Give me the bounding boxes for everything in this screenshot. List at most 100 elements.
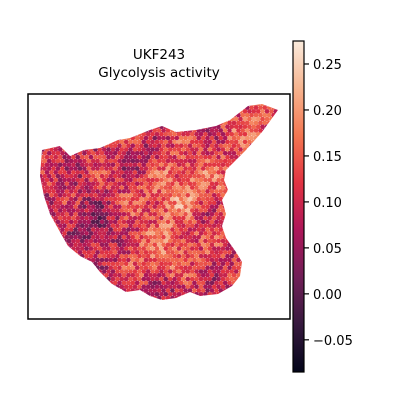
spot (40, 120, 43, 126)
spot (273, 200, 278, 206)
spot (154, 246, 160, 251)
spot (156, 288, 162, 293)
spot (236, 135, 241, 141)
spot (262, 166, 268, 171)
spot (194, 109, 199, 114)
spot (137, 208, 142, 213)
spot (165, 227, 171, 232)
spot (40, 162, 41, 168)
spot (205, 135, 210, 141)
spot (53, 193, 59, 198)
spot (227, 250, 232, 255)
spot (200, 143, 206, 148)
spot (101, 185, 107, 190)
spot (209, 288, 215, 293)
spot (183, 105, 188, 110)
spot (73, 212, 78, 217)
spot (277, 193, 278, 198)
spot (176, 208, 182, 213)
spot (211, 116, 217, 122)
spot (185, 139, 191, 145)
spot (211, 284, 217, 290)
spot (229, 215, 235, 221)
spot (223, 98, 228, 103)
spot (137, 109, 142, 114)
spot (119, 185, 125, 190)
spot (121, 234, 127, 240)
spot (126, 204, 131, 209)
spot (271, 219, 276, 225)
spot (77, 166, 83, 171)
spot (159, 276, 164, 282)
spot (264, 139, 270, 145)
spot (161, 98, 166, 103)
spot (106, 177, 111, 183)
spot (198, 292, 204, 297)
spot (128, 116, 133, 122)
spot (106, 299, 111, 300)
spot (86, 173, 92, 179)
spot (139, 204, 144, 209)
spot (170, 250, 175, 255)
spot (170, 151, 175, 156)
spot (264, 200, 270, 206)
spot (82, 151, 87, 156)
spot (260, 246, 265, 251)
spot (84, 299, 89, 300)
spot (185, 238, 191, 244)
spot (53, 292, 59, 297)
spot (40, 261, 45, 267)
spot (236, 242, 241, 248)
spot (134, 128, 140, 133)
spot (55, 128, 61, 133)
spot (46, 135, 52, 141)
spot (232, 98, 237, 103)
spot (145, 109, 151, 114)
spot (227, 158, 232, 164)
colorbar-tick-label: 0.10 (313, 196, 342, 211)
spot (110, 299, 116, 300)
spot (167, 269, 173, 274)
spot (84, 124, 89, 129)
spot (34, 174, 39, 179)
spot (101, 231, 107, 236)
spot (117, 242, 122, 248)
spot (148, 242, 153, 248)
spot (249, 234, 254, 240)
spot (95, 295, 100, 300)
spot (145, 231, 151, 236)
spot (73, 242, 78, 248)
spot (49, 223, 54, 228)
spot (128, 276, 133, 282)
spot (97, 132, 103, 137)
spot (79, 261, 85, 267)
spot (93, 193, 98, 198)
spot (62, 104, 67, 107)
spot (40, 215, 45, 221)
spot (238, 185, 243, 190)
spot (209, 135, 215, 141)
spot (176, 109, 182, 114)
spot (183, 204, 188, 209)
spot (64, 280, 70, 286)
spot (172, 109, 177, 114)
spot (62, 132, 67, 137)
spot (159, 116, 164, 122)
spot (51, 242, 56, 248)
spot (273, 147, 278, 152)
spot (233, 177, 239, 183)
spot (203, 147, 208, 152)
spot (181, 238, 186, 244)
spot (196, 212, 202, 217)
spot (264, 253, 270, 259)
spot (71, 124, 76, 129)
spot (187, 135, 193, 141)
spot (236, 189, 241, 194)
spot (134, 189, 140, 194)
spot (216, 200, 221, 206)
spot (249, 158, 254, 164)
spot (170, 227, 175, 232)
spot (163, 261, 169, 267)
spot (161, 295, 166, 300)
spot (97, 208, 103, 213)
